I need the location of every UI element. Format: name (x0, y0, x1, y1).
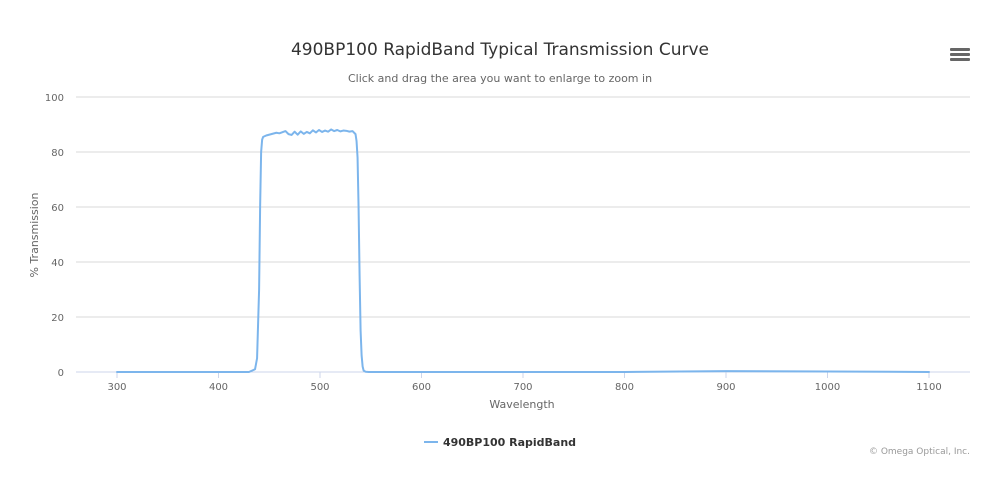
y-tick-label: 80 (51, 148, 64, 159)
legend-label: 490BP100 RapidBand (442, 435, 577, 449)
y-tick-label: 40 (51, 258, 64, 269)
x-tick-label: 400 (209, 382, 228, 393)
chart-subtitle: Click and drag the area you want to enla… (347, 72, 653, 85)
grid-lines (76, 96, 970, 373)
series-layer (116, 128, 930, 373)
credits-text[interactable]: © Omega Optical, Inc. (868, 447, 970, 457)
y-axis-title: % Transmission (28, 192, 41, 277)
export-menu-button[interactable] (950, 48, 970, 64)
legend-item-series[interactable]: 490BP100 RapidBand (423, 435, 577, 449)
hamburger-menu-icon (950, 48, 970, 61)
x-tick-label: 800 (615, 382, 634, 393)
x-tick-label: 900 (716, 382, 735, 393)
chart-title: 490BP100 RapidBand Typical Transmission … (290, 40, 709, 60)
y-tick-label: 100 (45, 93, 64, 104)
legend: 490BP100 RapidBand (0, 433, 1000, 449)
x-tick-label: 600 (412, 382, 431, 393)
y-tick-label: 0 (58, 368, 64, 379)
x-tick-label: 1000 (815, 382, 840, 393)
y-tick-label: 60 (51, 203, 64, 214)
x-tick-label: 300 (107, 382, 126, 393)
x-tick-label: 500 (310, 382, 329, 393)
series-line[interactable] (116, 128, 930, 373)
axes: 0 20 40 60 80 100 300 400 500 600 700 800 900 1000 110… (45, 93, 942, 393)
x-axis-title: Wavelength (489, 398, 554, 411)
x-tick-label: 1100 (916, 382, 941, 393)
x-tick-label: 700 (513, 382, 532, 393)
y-tick-label: 20 (51, 313, 64, 324)
legend-swatch (423, 441, 438, 443)
